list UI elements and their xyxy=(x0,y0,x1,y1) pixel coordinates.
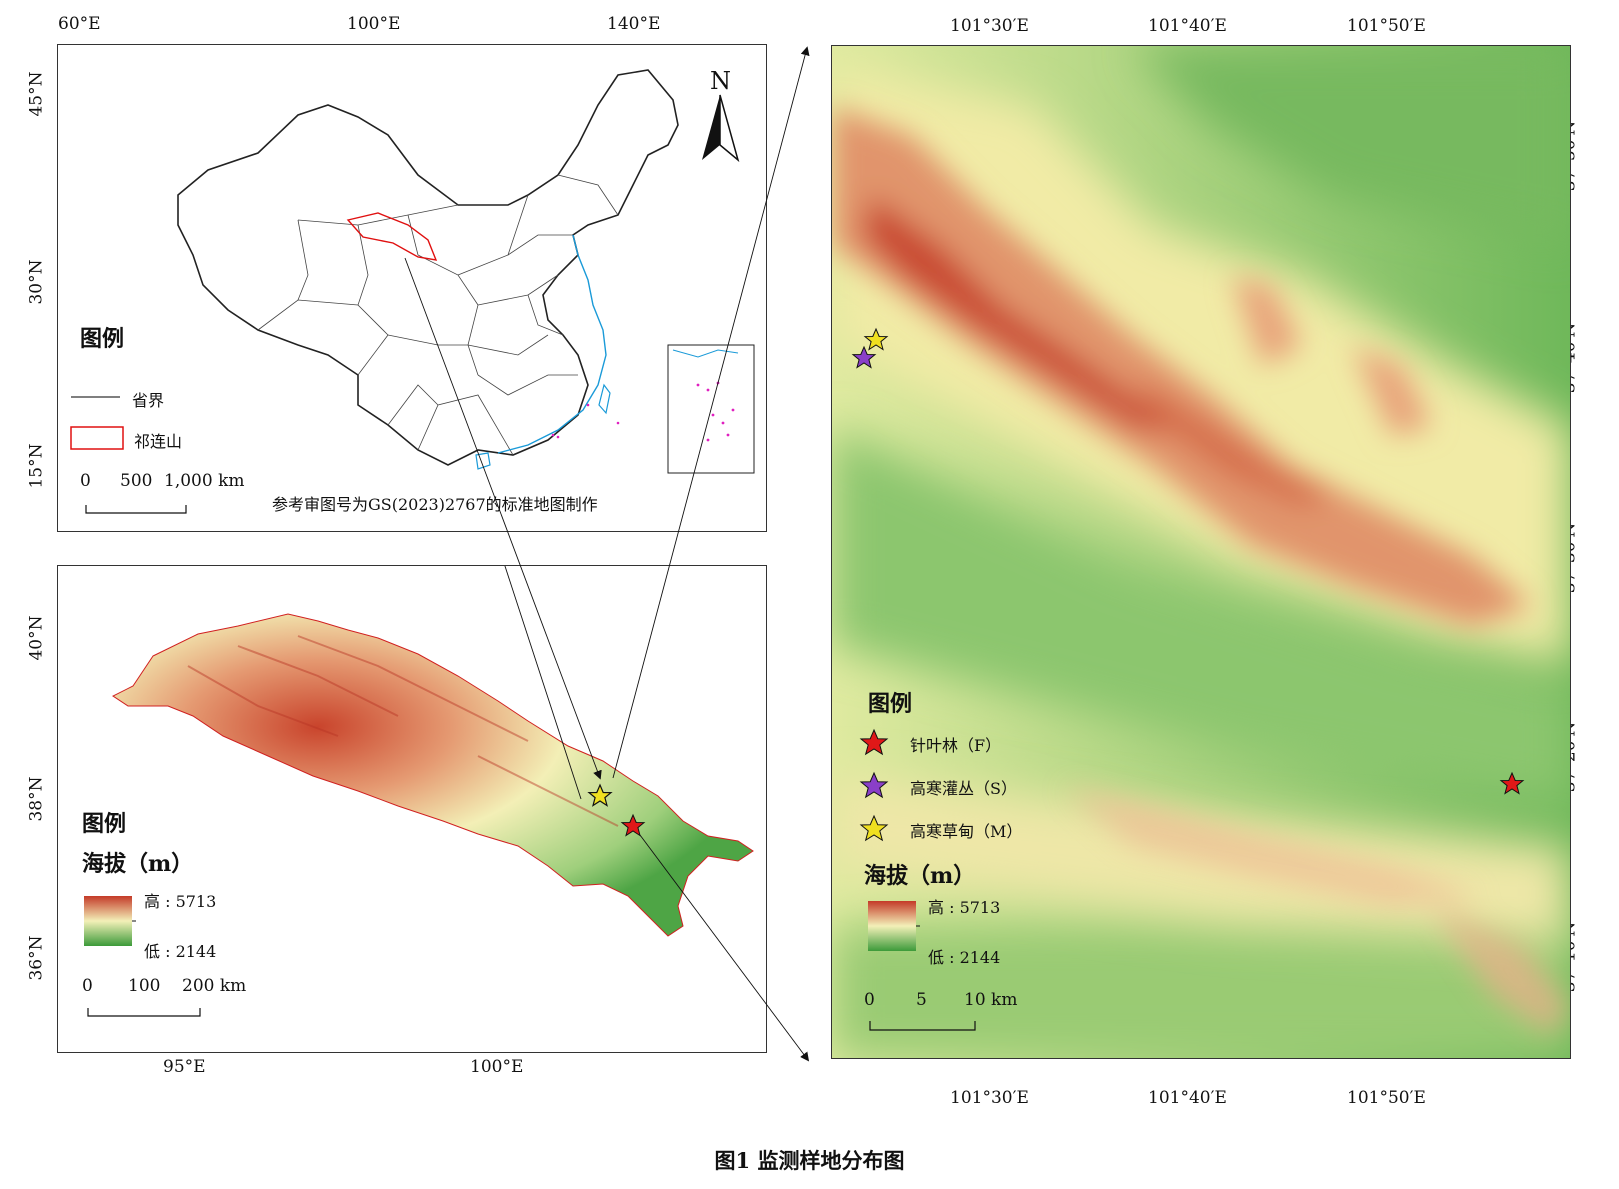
qilian-elev-low: 低 : 2144 xyxy=(144,942,217,961)
china-legend-title: 图例 xyxy=(80,326,125,352)
detail-scale-bar xyxy=(869,1021,976,1031)
qilian-elevation-title: 海拔（m） xyxy=(82,851,194,877)
ridge-lines xyxy=(187,635,619,827)
taiwan-island xyxy=(598,383,611,415)
legend-qilian-label: 祁连山 xyxy=(134,432,183,451)
detail-red-star-icon xyxy=(1499,771,1525,795)
detail-scale-0: 0 xyxy=(864,990,875,1010)
legend-label-meadow: 高寒草甸（M） xyxy=(910,822,1023,841)
legend-label-forest: 针叶林（F） xyxy=(910,736,1002,755)
qilian-scale-0: 0 xyxy=(82,976,93,996)
figure-caption: 图1 监测样地分布图 xyxy=(714,1148,905,1173)
china-scale-0: 0 xyxy=(80,471,91,491)
qilian-scale-200: 200 km xyxy=(182,976,247,996)
detail-elev-ramp xyxy=(868,901,916,951)
china-scale-bar xyxy=(85,505,187,514)
detail-elev-high: 高 : 5713 xyxy=(928,898,1001,917)
lon-tick-140e: 140°E xyxy=(607,14,661,34)
detail-legend-title: 图例 xyxy=(868,691,913,717)
detail-elev-low: 低 : 2144 xyxy=(928,948,1001,967)
detail-scale-5: 5 xyxy=(916,990,927,1010)
china-map-svg xyxy=(70,69,755,514)
detail-elevation-map: 图例 针叶林（F） 高寒灌丛（S） 高寒草甸（M） 海拔（m） 高 : 5713… xyxy=(831,45,1571,1059)
lon-tick-95e: 95°E xyxy=(163,1057,206,1077)
coastline xyxy=(497,234,607,454)
qilian-elev-ramp xyxy=(84,896,132,946)
lon-tick-101-50: 101°50′E xyxy=(1347,16,1426,36)
lon-tick-100e: 100°E xyxy=(347,14,401,34)
north-arrow-icon xyxy=(702,94,740,163)
lon-tick-101-30: 101°30′E xyxy=(950,16,1029,36)
legend-red-star-icon xyxy=(859,728,889,756)
china-scale-1000: 1,000 km xyxy=(164,471,245,491)
qilian-yellow-star-icon xyxy=(587,783,613,807)
china-scale-500: 500 xyxy=(120,471,153,491)
north-label: N xyxy=(710,67,731,95)
qilian-outline xyxy=(346,212,438,261)
detail-dem-svg xyxy=(832,46,1570,1058)
lon-tick-101-30-b: 101°30′E xyxy=(950,1088,1029,1108)
lon-tick-101-40: 101°40′E xyxy=(1148,16,1227,36)
detail-yellow-star-icon xyxy=(863,327,889,351)
secondary-ridges xyxy=(1062,786,1570,1036)
lowland-zones xyxy=(832,46,1570,1058)
qilian-overview-map: 图例 海拔（m） 高 : 5713 低 : 2144 0 100 200 km xyxy=(57,565,767,1053)
legend-label-shrub: 高寒灌丛（S） xyxy=(910,779,1017,798)
qilian-legend-title: 图例 xyxy=(82,811,127,837)
legend-yellow-star-icon xyxy=(859,814,889,842)
high-ridge-zone xyxy=(832,106,1532,626)
china-overview-map: N 图例 省界 祁连山 0 500 1,000 km 参考审图号为GS(2023… xyxy=(57,44,767,532)
qilian-red-star-icon xyxy=(620,813,646,837)
legend-qilian-rect xyxy=(70,426,124,450)
lon-tick-100e-b: 100°E xyxy=(470,1057,524,1077)
legend-purple-star-icon xyxy=(859,771,889,799)
lon-tick-101-50-b: 101°50′E xyxy=(1347,1088,1426,1108)
lon-tick-60e: 60°E xyxy=(58,14,101,34)
qilian-elevation-region xyxy=(112,613,754,937)
detail-scale-10: 10 km xyxy=(964,990,1018,1010)
qilian-elev-high: 高 : 5713 xyxy=(144,892,217,911)
legend-province-label: 省界 xyxy=(132,391,165,410)
lon-tick-101-40-b: 101°40′E xyxy=(1148,1088,1227,1108)
qilian-scale-100: 100 xyxy=(128,976,161,996)
map-approval-note: 参考审图号为GS(2023)2767的标准地图制作 xyxy=(272,495,598,514)
detail-elevation-title: 海拔（m） xyxy=(864,863,976,889)
qilian-scale-bar xyxy=(87,1008,201,1017)
detail-purple-star-icon xyxy=(851,345,877,369)
qilian-map-svg xyxy=(84,566,754,1017)
south-sea-islands xyxy=(551,403,620,439)
hainan-island xyxy=(475,452,491,470)
province-boundaries xyxy=(257,174,619,456)
